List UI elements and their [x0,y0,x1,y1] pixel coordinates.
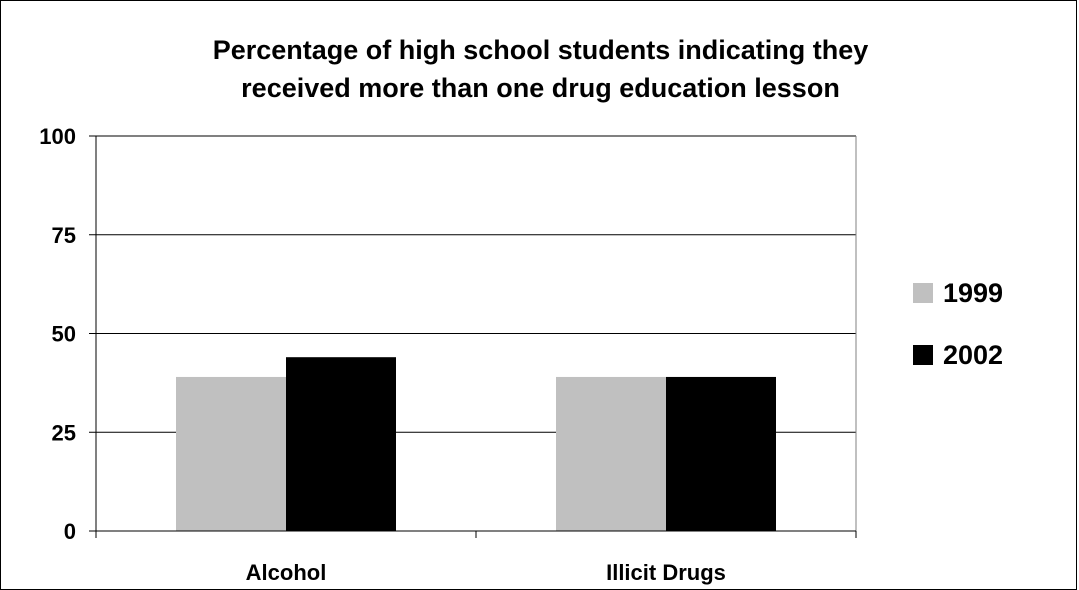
x-tick-label-illicit-drugs: Illicit Drugs [606,560,726,585]
legend: 1999 2002 [913,278,1003,370]
y-tick-label-25: 25 [52,420,76,445]
y-tick-label-50: 50 [52,322,76,347]
bar-illicit-drugs-2002 [666,376,776,531]
legend-swatch-2002 [913,345,933,365]
bar-illicit-drugs-1999 [556,376,666,531]
y-tick-label-100: 100 [39,124,76,149]
chart-title: Percentage of high school students indic… [1,31,1079,107]
legend-swatch-1999 [913,283,933,303]
bars [176,357,776,531]
chart-title-line-2: received more than one drug education le… [241,73,840,103]
y-tick-labels: 0 25 50 75 100 [39,124,76,544]
y-tick-label-0: 0 [64,519,76,544]
legend-label-2002: 2002 [943,340,1003,370]
y-tick-label-75: 75 [52,223,76,248]
axes [89,135,857,538]
x-tick-labels: Alcohol Illicit Drugs [246,560,726,585]
x-tick-label-alcohol: Alcohol [246,560,327,585]
chart-title-line-1: Percentage of high school students indic… [212,35,869,65]
bar-alcohol-1999 [176,376,286,531]
bar-alcohol-2002 [286,357,396,531]
legend-label-1999: 1999 [943,278,1003,308]
